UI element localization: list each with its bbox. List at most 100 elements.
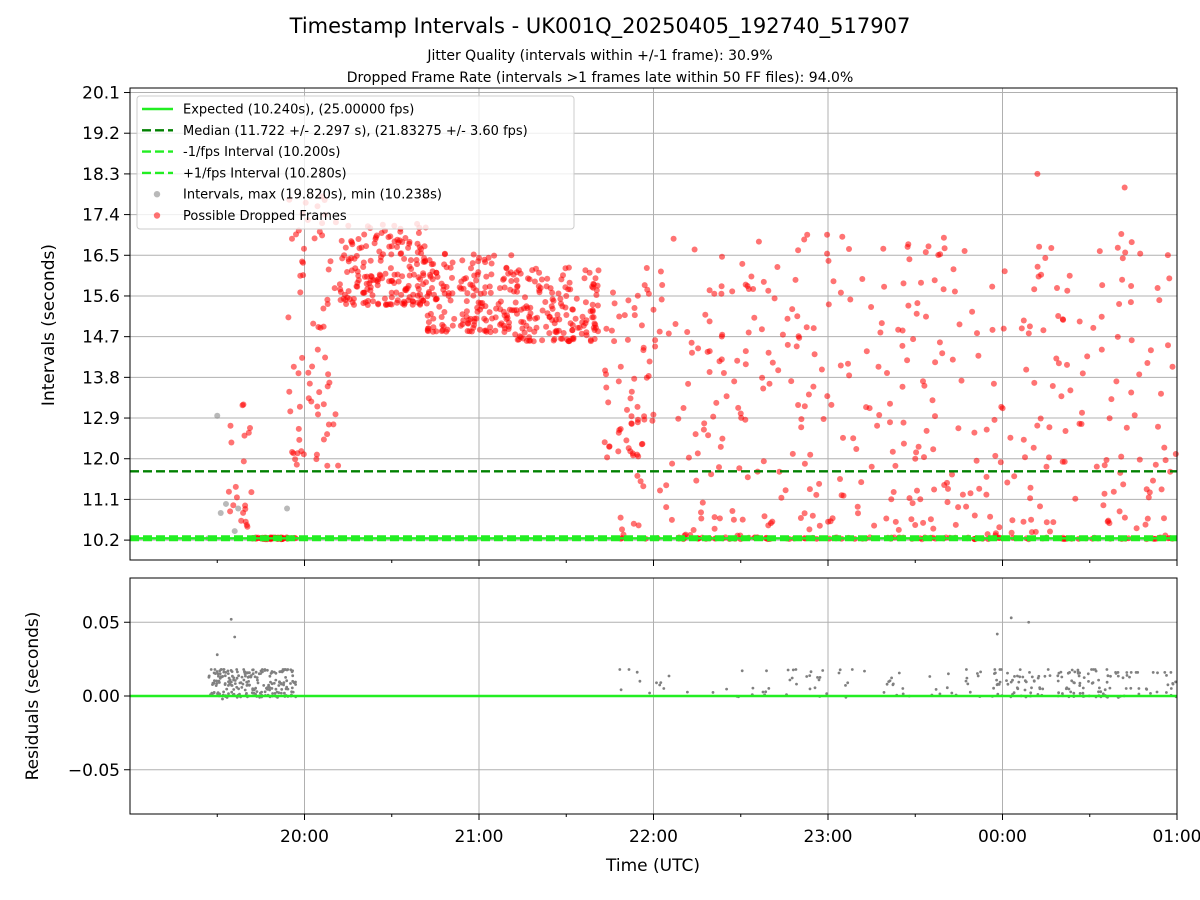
dropped-frame-point [846,246,852,252]
residual-point [268,674,272,678]
dropped-frame-point [232,483,239,490]
residual-point [285,679,289,683]
dropped-frame-point [888,496,895,503]
dropped-frame-point [497,285,503,292]
dropped-frame-point [589,314,596,321]
dropped-frame-point [1119,276,1126,283]
dropped-frame-point [1009,517,1016,524]
dropped-frame-point [804,231,811,238]
dropped-frame-point [751,314,758,321]
dropped-frame-point [628,388,635,395]
dropped-frame-point [1076,318,1083,325]
dropped-frame-point [301,245,307,252]
dropped-frame-point [656,328,663,335]
dropped-frame-point [759,374,766,381]
dropped-frame-point [906,256,913,263]
dropped-frame-point [603,384,610,391]
dropped-frame-point [360,259,367,266]
dropped-frame-point [401,300,408,307]
dropped-frame-point [1036,243,1043,250]
bottom-y-tick-label: −0.05 [68,761,120,781]
dropped-frame-point [774,264,781,270]
residual-point [289,682,292,685]
dropped-frame-point [635,522,642,529]
dropped-frame-point [289,235,295,242]
dropped-frame-point [638,441,645,448]
dropped-frame-point [1133,525,1140,532]
residual-point [218,672,222,676]
top-y-tick-label: 19.2 [82,124,120,144]
residual-point [966,682,970,686]
bottom-plot-frame [129,577,1178,815]
residual-point [1125,671,1129,674]
dropped-frame-point [927,516,934,523]
dropped-frame-point [1034,263,1041,270]
residual-point [209,668,213,671]
dropped-frame-point [1040,327,1047,334]
dropped-frame-point [542,299,549,305]
residual-point [1109,674,1112,678]
dropped-frame-point [1027,495,1034,502]
dropped-frame-point [923,313,929,320]
dropped-frame-point [430,315,437,322]
dropped-frame-point [1001,268,1008,275]
dropped-frame-point [716,515,723,522]
dropped-frame-point [650,411,657,418]
residual-point [1018,668,1022,671]
dropped-frame-point [313,456,320,463]
residual-point [226,669,230,673]
dropped-frame-point [745,286,752,292]
dropped-frame-point [824,393,831,400]
dropped-frame-point [1099,282,1106,289]
residual-point [965,676,969,680]
dropped-frame-point [830,278,837,285]
dropped-frame-point [806,526,813,533]
dropped-frame-point [782,487,789,494]
dropped-frame-point [589,301,596,308]
dropped-frame-point [816,522,823,529]
dropped-frame-point [1101,462,1108,469]
residual-point [268,688,271,692]
residual-point [765,669,768,673]
residual-point [947,672,950,676]
dropped-frame-point [565,286,572,293]
dropped-frame-point [324,296,331,303]
dropped-frame-point [904,243,911,250]
residual-point [232,678,236,682]
residual-point [1021,675,1025,679]
residual-point [277,684,281,687]
residual-point [1136,671,1140,674]
dropped-frame-point [481,327,488,334]
dropped-frame-point [652,343,659,350]
residual-point [1097,678,1100,682]
x-tick-label: 00:00 [978,827,1027,847]
dropped-frame-point [410,291,417,298]
residual-point [1048,674,1052,677]
dropped-frame-point [345,258,352,265]
dropped-frame-point [795,247,802,254]
dropped-frame-point [316,389,323,396]
dropped-frame-point [646,358,653,365]
residual-point [1016,674,1019,678]
interval-point [231,528,238,535]
dropped-frame-point [961,248,968,254]
dropped-frame-point [761,513,768,520]
dropped-frame-point [586,269,593,276]
residual-point [1057,691,1060,695]
residual-point [788,678,792,682]
dropped-frame-point [430,324,437,331]
residual-point [711,691,715,694]
dropped-frame-point [310,320,317,327]
residual-point [1029,691,1033,695]
residual-point [1125,674,1129,677]
dropped-frame-point [631,305,638,311]
dropped-frame-point [900,440,907,447]
dropped-frame-point [583,317,590,324]
dropped-frame-point [557,295,564,302]
residual-point [1024,680,1028,684]
dropped-frame-point [550,337,557,344]
dropped-frame-point [1028,529,1035,536]
dropped-frame-point [594,302,601,309]
dropped-frame-point [482,284,489,291]
dropped-frame-point [510,288,517,295]
